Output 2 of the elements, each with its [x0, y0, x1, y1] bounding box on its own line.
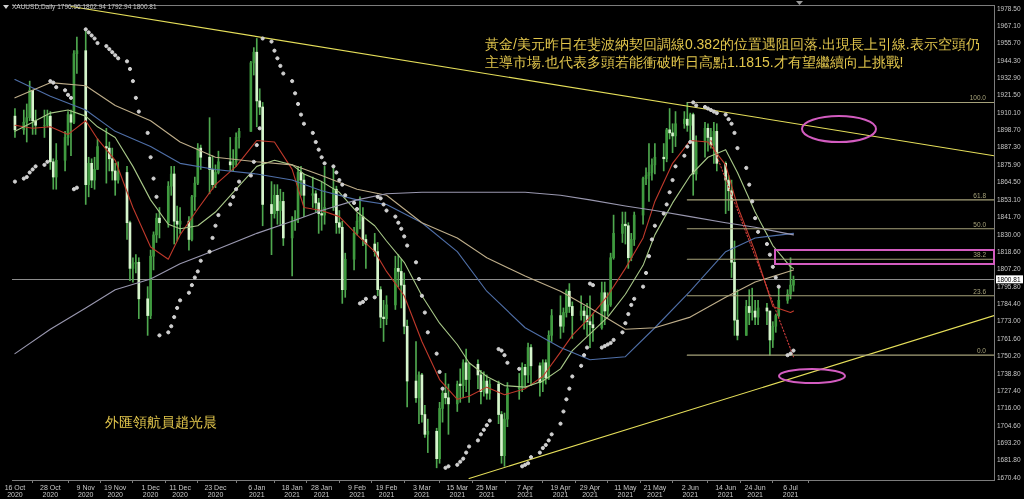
annotation: 黃金/美元昨日在斐波納契回調線0.382的位置遇阻回落.出現長上引線.表示空頭仍主導市場.也代表多頭若能衝破昨日高點1.1815.才有望繼續向上挑戰! — [485, 36, 980, 70]
annotation: 外匯領航員趙光晨 — [105, 414, 217, 430]
